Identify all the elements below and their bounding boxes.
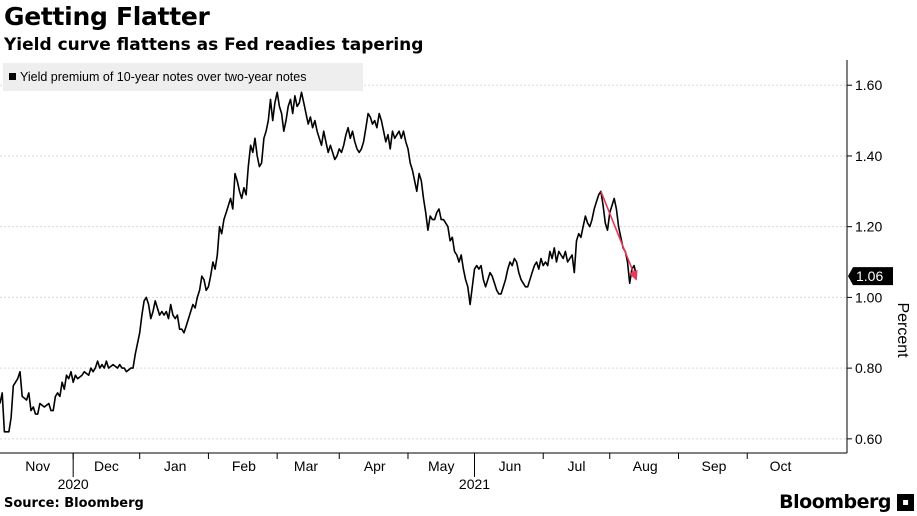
x-tick-label: Mar bbox=[294, 458, 318, 474]
series-line bbox=[0, 91, 638, 433]
brand-tile-icon: ▪ bbox=[897, 494, 914, 511]
x-tick-label: Sep bbox=[702, 458, 727, 474]
x-year-label: 2020 bbox=[58, 476, 89, 492]
axes: 0.60 0.80 1.00 1.20 1.40 1.60 Nov Dec Jan Feb Mar A… bbox=[0, 60, 882, 492]
x-tick-label: Dec bbox=[94, 458, 119, 474]
y-tick-label: 0.60 bbox=[855, 431, 882, 447]
legend: Yield premium of 10-year notes over two-… bbox=[3, 63, 363, 91]
last-value-badge-label: 1.06 bbox=[856, 268, 883, 284]
annotations bbox=[600, 191, 638, 281]
x-tick-label: Jul bbox=[568, 458, 586, 474]
x-tick-label: Apr bbox=[364, 458, 386, 474]
trend-arrow bbox=[600, 191, 638, 281]
x-tick-label: May bbox=[428, 458, 454, 474]
y-tick-label: 1.20 bbox=[855, 219, 882, 235]
x-tick-label: Jun bbox=[499, 458, 522, 474]
x-tick-label: Oct bbox=[770, 458, 792, 474]
source-note: Source: Bloomberg bbox=[4, 496, 144, 511]
y-tick-label: 1.60 bbox=[855, 77, 882, 93]
x-year-label: 2021 bbox=[459, 476, 490, 492]
legend-background bbox=[3, 63, 363, 91]
x-tick-label: Nov bbox=[25, 458, 50, 474]
gridlines bbox=[0, 84, 847, 440]
chart-subtitle: Yield curve flattens as Fed readies tape… bbox=[4, 35, 424, 55]
brand-logo-text: Bloomberg bbox=[779, 491, 891, 513]
x-tick-label: Aug bbox=[633, 458, 658, 474]
legend-swatch bbox=[9, 73, 16, 80]
x-tick-label: Feb bbox=[232, 458, 256, 474]
legend-label: Yield premium of 10-year notes over two-… bbox=[20, 70, 306, 84]
x-tick-label: Jan bbox=[164, 458, 187, 474]
y-axis-title: Percent bbox=[894, 302, 911, 358]
y-tick-label: 1.40 bbox=[855, 148, 882, 164]
last-value-badge: 1.06 bbox=[848, 267, 893, 286]
y-tick-label: 0.80 bbox=[855, 360, 882, 376]
last-value-badge-shape bbox=[848, 267, 893, 286]
series bbox=[0, 91, 638, 433]
y-tick-label: 1.00 bbox=[855, 289, 882, 305]
chart-title: Getting Flatter bbox=[4, 2, 210, 31]
line-chart: 0.60 0.80 1.00 1.20 1.40 1.60 Nov Dec Jan Feb Mar A… bbox=[0, 60, 911, 492]
